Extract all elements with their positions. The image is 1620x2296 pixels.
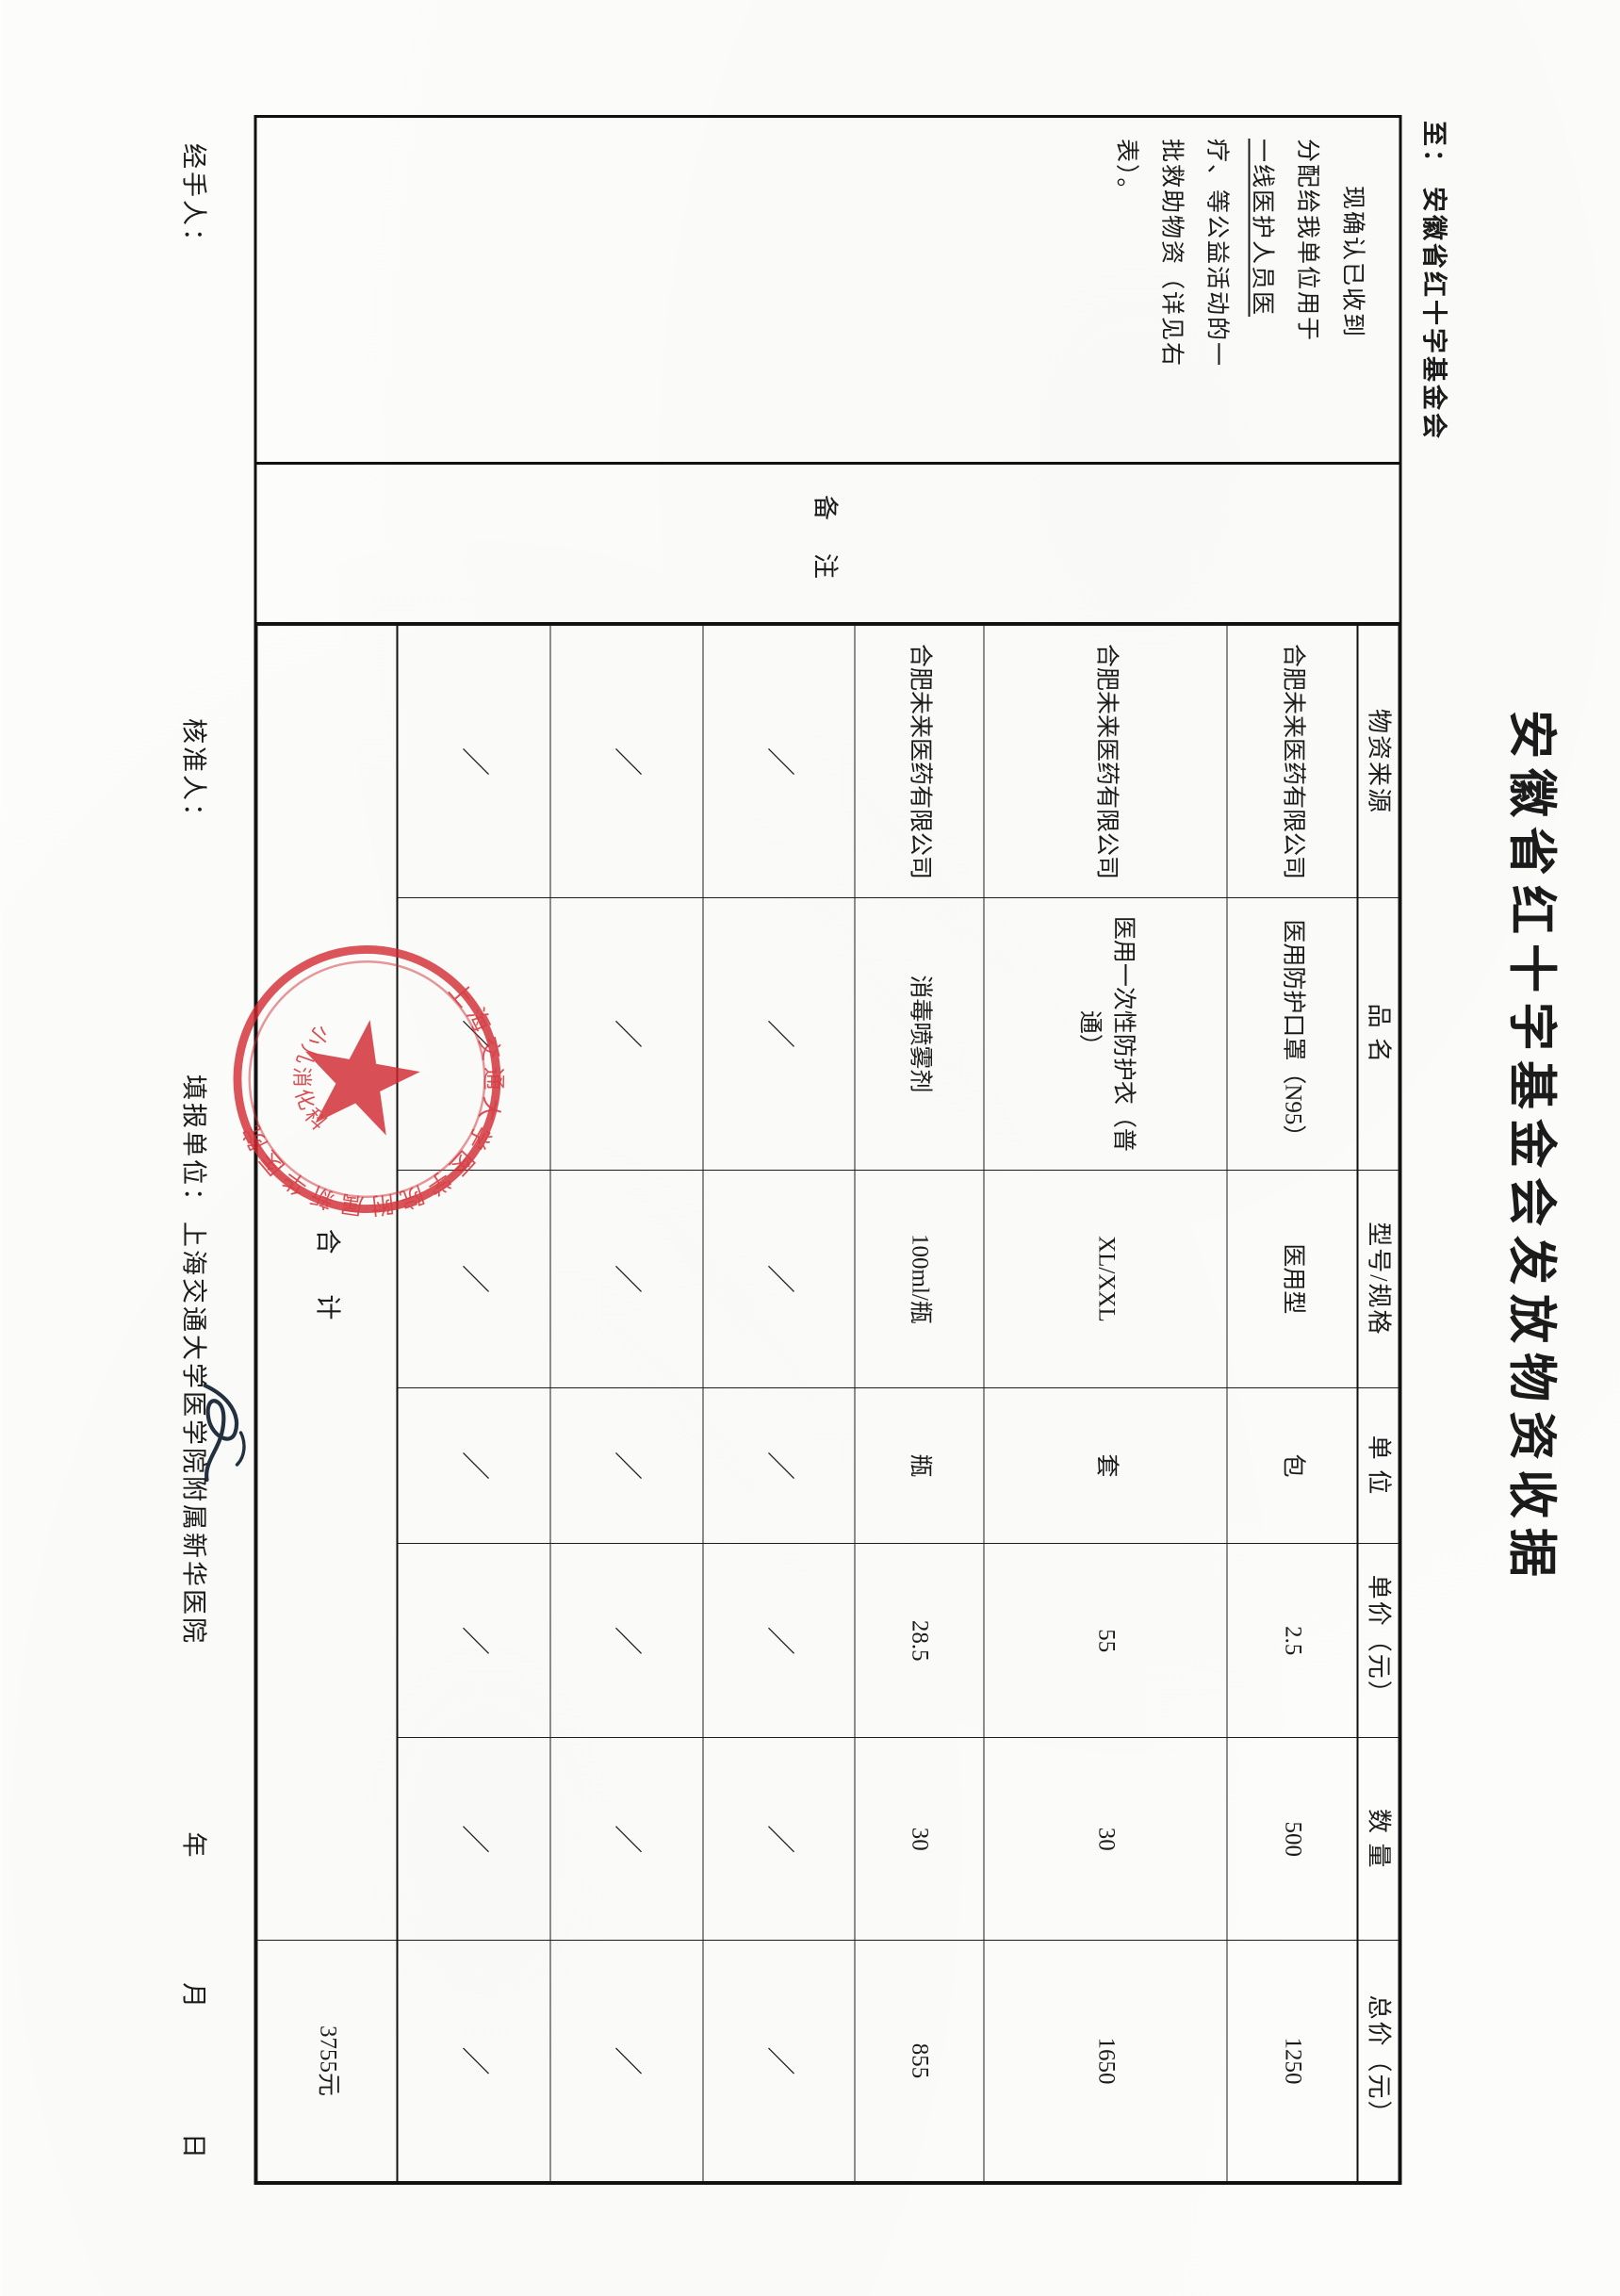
cell-unit: 瓶 [854, 1387, 984, 1544]
table-row: ／ ／ ／ ／ ／ ／ ／ [397, 625, 550, 2182]
statement-line-6: 表）。 [1113, 139, 1138, 204]
statement-line-2: 分配给我单位用于 [1294, 139, 1319, 343]
cell-unit: ／ [702, 1387, 855, 1544]
cell-total: 1650 [983, 1940, 1227, 2182]
approver-field: 核准人： [177, 718, 246, 1483]
cell-qty: ／ [549, 1737, 703, 1941]
cell-qty: ／ [397, 1737, 550, 1941]
table-header-row: 物资来源 品 名 型号/规格 单 位 单价（元） 数 量 总价（元） [1357, 625, 1399, 2182]
cell-total: ／ [549, 1940, 703, 2182]
cell-total: ／ [702, 1940, 855, 2182]
cell-qty: 30 [983, 1737, 1227, 1941]
approver-label: 核准人： [179, 718, 207, 831]
cell-price: ／ [397, 1543, 550, 1738]
table-row: ／ ／ ／ ／ ／ ／ ／ [702, 625, 855, 2182]
cell-source: 合肥未来医药有限公司 [854, 625, 984, 898]
table-row: 合肥未来医药有限公司 医用防护口罩（N95） 医用型 包 2.5 500 125… [1226, 625, 1358, 2182]
cell-price: ／ [549, 1543, 703, 1738]
cell-spec: ／ [397, 1170, 550, 1388]
footer-signature-row: 经手人： 核准人： 填报单位： 上海交通大学医学院附属新华医院 年 月 日 [73, 115, 246, 2181]
recipient-label: 至： [1419, 121, 1448, 177]
date-month-label: 月 [179, 1982, 207, 2009]
reporting-unit-value: 上海交通大学医学院附属新华医院 [179, 1222, 207, 1646]
table-total-row: 合 计 3755元 [256, 625, 397, 2182]
cell-total: ／ [397, 1940, 550, 2182]
goods-table-body: 合肥未来医药有限公司 医用防护口罩（N95） 医用型 包 2.5 500 125… [256, 625, 1358, 2182]
cell-price: 55 [983, 1543, 1227, 1738]
table-row: ／ ／ ／ ／ ／ ／ ／ [549, 625, 703, 2182]
column-header-name: 品 名 [1357, 897, 1399, 1171]
cell-source: 合肥未来医药有限公司 [1226, 625, 1358, 898]
cell-source: ／ [549, 625, 703, 898]
cell-source: ／ [702, 625, 855, 898]
cell-spec: 医用型 [1226, 1170, 1358, 1388]
cell-qty: ／ [702, 1737, 855, 1941]
cell-source: 合肥未来医药有限公司 [983, 625, 1227, 898]
statement-line-4: 疗、等公益活动的一 [1203, 139, 1229, 369]
cell-name: 医用防护口罩（N95） [1226, 897, 1358, 1171]
recipient-line: 至： 安徽省红十字基金会 [1417, 121, 1454, 441]
column-header-price: 单价（元） [1357, 1543, 1399, 1738]
goods-table-wrapper: 物资来源 品 名 型号/规格 单 位 单价（元） 数 量 总价（元） 合肥未来医… [256, 625, 1399, 2182]
cell-total: 1250 [1226, 1940, 1358, 2182]
column-header-qty: 数 量 [1357, 1737, 1399, 1941]
cell-source: ／ [397, 625, 550, 898]
reporting-unit-field: 填报单位： 上海交通大学医学院附属新华医院 [177, 1074, 214, 1646]
cell-qty: 500 [1226, 1737, 1358, 1941]
reporting-unit-label: 填报单位： [179, 1074, 207, 1216]
column-header-unit: 单 位 [1357, 1387, 1399, 1544]
date-day-label: 日 [179, 2133, 207, 2158]
column-header-total: 总价（元） [1357, 1940, 1399, 2182]
statement-line-5: 批救助物资（详见右 [1158, 139, 1184, 369]
cell-name: 医用一次性防护衣（普通） [983, 897, 1227, 1171]
date-year-label: 年 [179, 1831, 207, 1858]
handler-label: 经手人： [179, 143, 207, 256]
cell-qty: 30 [854, 1737, 984, 1941]
table-row: 合肥未来医药有限公司 消毒喷雾剂 100ml/瓶 瓶 28.5 30 855 [854, 625, 984, 2182]
cell-unit: ／ [549, 1387, 703, 1544]
cell-price: 2.5 [1226, 1543, 1358, 1738]
receipt-frame: 现确认已收到 分配给我单位用于 一线医护人员医 疗、等公益活动的一 批救助物资（… [254, 115, 1401, 2185]
column-header-spec: 型号/规格 [1357, 1170, 1399, 1388]
total-value: 3755元 [256, 1940, 397, 2182]
cell-total: 855 [854, 1940, 984, 2182]
goods-table: 物资来源 品 名 型号/规格 单 位 单价（元） 数 量 总价（元） 合肥未来医… [256, 625, 1399, 2182]
column-header-source: 物资来源 [1357, 625, 1399, 898]
cell-name: ／ [549, 897, 703, 1171]
cell-unit: 包 [1226, 1387, 1358, 1544]
statement-line-3: 一线医护人员医 [1249, 139, 1274, 318]
table-row: 合肥未来医药有限公司 医用一次性防护衣（普通） XL/XXL 套 55 30 1… [983, 625, 1227, 2182]
cell-price: 28.5 [854, 1543, 984, 1738]
cell-spec: XL/XXL [983, 1170, 1227, 1388]
cell-unit: ／ [397, 1387, 550, 1544]
confirmation-statement: 现确认已收到 分配给我单位用于 一线医护人员医 疗、等公益活动的一 批救助物资（… [256, 118, 1399, 465]
cell-unit: 套 [983, 1387, 1227, 1544]
remark-column: 备 注 [256, 465, 1399, 625]
remark-column-header: 备 注 [810, 495, 840, 592]
cell-price: ／ [702, 1543, 855, 1738]
cell-spec: 100ml/瓶 [854, 1170, 984, 1388]
page-title: 安徽省红十字基金会发放物资收据 [1503, 709, 1557, 1586]
cell-name: ／ [702, 897, 855, 1171]
total-label: 合 计 [256, 625, 397, 1941]
cell-spec: ／ [702, 1170, 855, 1388]
recipient-name: 安徽省红十字基金会 [1419, 187, 1448, 441]
cell-name: 消毒喷雾剂 [854, 897, 984, 1171]
statement-line-1: 现确认已收到 [1339, 186, 1365, 339]
cell-spec: ／ [549, 1170, 703, 1388]
cell-name: ／ [397, 897, 550, 1171]
date-field: 年 月 日 [177, 1708, 214, 2159]
